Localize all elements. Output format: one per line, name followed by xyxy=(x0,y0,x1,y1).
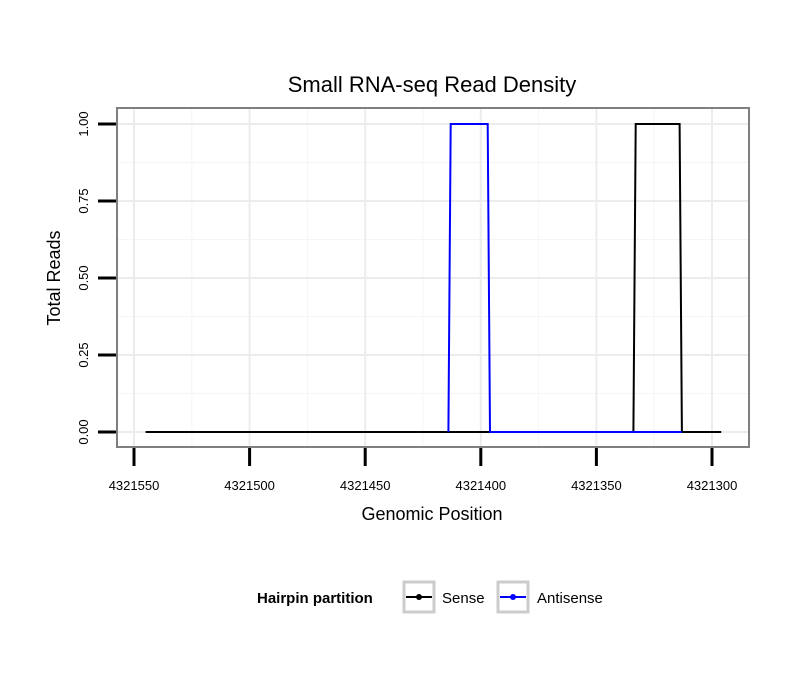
legend-label-antisense: Antisense xyxy=(537,590,603,607)
series-layer xyxy=(145,123,722,433)
chart-title: Small RNA-seq Read Density xyxy=(288,72,577,97)
y-tick-label: 0.50 xyxy=(76,265,91,290)
x-tick-label: 4321400 xyxy=(455,478,506,493)
legend-item-antisense: Antisense xyxy=(496,580,603,614)
x-axis: 4321550 4321500 4321450 4321400 4321350 43213… xyxy=(109,448,738,493)
x-tick-label: 4321350 xyxy=(571,478,622,493)
x-tick-label: 4321550 xyxy=(109,478,160,493)
x-tick-label: 4321450 xyxy=(340,478,391,493)
legend-item-sense: Sense xyxy=(402,580,485,614)
legend-marker-sense xyxy=(416,594,422,600)
y-axis-title: Total Reads xyxy=(44,230,64,325)
legend-marker-antisense xyxy=(510,594,516,600)
legend: Hairpin partition Sense Antisense xyxy=(257,580,603,614)
y-axis: 0.00 0.25 0.50 0.75 1.00 xyxy=(76,111,116,445)
x-axis-title: Genomic Position xyxy=(361,504,502,524)
y-tick-label: 0.00 xyxy=(76,419,91,444)
x-tick-label: 4321500 xyxy=(224,478,275,493)
y-tick-label: 1.00 xyxy=(76,111,91,136)
y-tick-label: 0.25 xyxy=(76,342,91,367)
x-tick-label: 4321300 xyxy=(687,478,738,493)
y-tick-label: 0.75 xyxy=(76,188,91,213)
series-line-antisense xyxy=(447,123,682,433)
legend-label-sense: Sense xyxy=(442,590,485,607)
legend-title: Hairpin partition xyxy=(257,590,373,607)
